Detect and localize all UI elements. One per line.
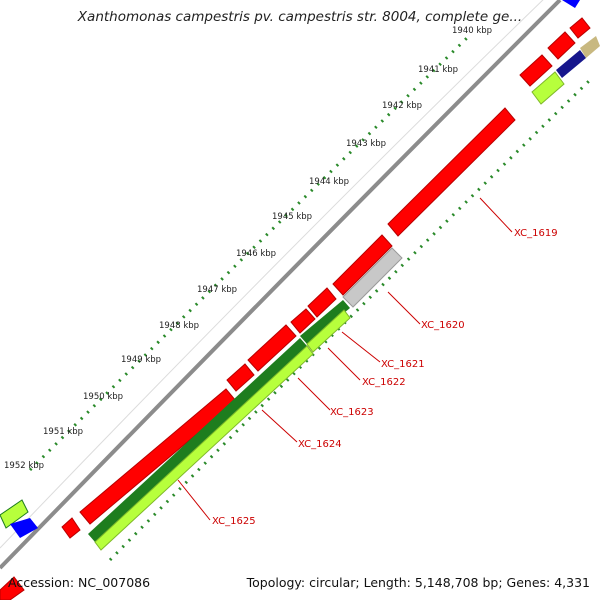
gene-light-green-long[interactable] (94, 345, 314, 551)
tick-label: 1949 kbp (121, 355, 161, 365)
gene-xc-1620-fwd[interactable] (332, 234, 393, 296)
tick-label: 1948 kbp (159, 321, 199, 331)
label-xc-1622: XC_1622 (362, 377, 406, 388)
accession-label: Accession: NC_007086 (8, 575, 151, 590)
gene-bottom-edge[interactable] (0, 576, 25, 600)
tick-label: 1950 kbp (83, 392, 123, 402)
gene-lower-small[interactable] (61, 517, 81, 539)
label-xc-1625: XC_1625 (212, 516, 256, 527)
gene-upper-right-navy[interactable] (556, 50, 586, 78)
gene-upper-right-green[interactable] (531, 71, 565, 105)
tick-label: 1943 kbp (346, 139, 386, 149)
gene-top-right-blue[interactable] (562, 0, 580, 8)
gene-left-blue[interactable] (10, 518, 38, 538)
gene-upper-small-1[interactable] (519, 54, 553, 87)
tick-label: 1941 kbp (418, 65, 458, 75)
inner-dotted-track (108, 78, 592, 562)
label-xc-1623: XC_1623 (330, 407, 374, 418)
map-title: Xanthomonas campestris pv. campestris st… (77, 9, 523, 25)
tick-label: 1952 kbp (4, 461, 44, 471)
gene-dark-green-long[interactable] (88, 338, 307, 542)
tick-label: 1945 kbp (272, 212, 312, 222)
tick-label: 1946 kbp (236, 249, 276, 259)
tick-label: 1942 kbp (382, 101, 422, 111)
tick-labels: 1940 kbp 1941 kbp 1942 kbp 1943 kbp 1944 kbp… (4, 26, 492, 471)
gene-xc-1621-fwd[interactable] (307, 287, 337, 318)
gene-labels: XC_1619 XC_1620 XC_1621 XC_1622 XC_1623 … (212, 228, 558, 527)
reverse-genes (0, 0, 600, 551)
tick-label: 1947 kbp (197, 285, 237, 295)
gene-upper-small-3[interactable] (569, 17, 591, 39)
gene-upper-small-2[interactable] (547, 31, 576, 60)
gene-xc-1622-fwd[interactable] (290, 308, 316, 334)
forward-genes (0, 17, 591, 600)
label-xc-1620: XC_1620 (421, 320, 465, 331)
gene-grey-xc-1620[interactable] (342, 247, 403, 308)
gene-light-green-upper[interactable] (306, 309, 351, 353)
genome-backbone (0, 0, 562, 570)
leader-lines (177, 197, 513, 521)
genome-backbone-outer (0, 0, 544, 549)
summary-label: Topology: circular; Length: 5,148,708 bp… (246, 575, 590, 590)
tick-label: 1951 kbp (43, 427, 83, 437)
gene-xc-1619[interactable] (387, 107, 516, 237)
gene-xc-1623-fwd[interactable] (247, 324, 297, 372)
gene-left-green[interactable] (0, 499, 29, 529)
label-xc-1619: XC_1619 (514, 228, 558, 239)
label-xc-1624: XC_1624 (298, 439, 342, 450)
gene-upper-right-tan[interactable] (580, 36, 600, 58)
tick-label: 1940 kbp (452, 26, 492, 36)
label-xc-1621: XC_1621 (381, 359, 425, 370)
tick-label: 1944 kbp (309, 177, 349, 187)
gene-xc-1624-fwd[interactable] (226, 363, 255, 392)
gene-dark-green[interactable] (300, 300, 350, 344)
